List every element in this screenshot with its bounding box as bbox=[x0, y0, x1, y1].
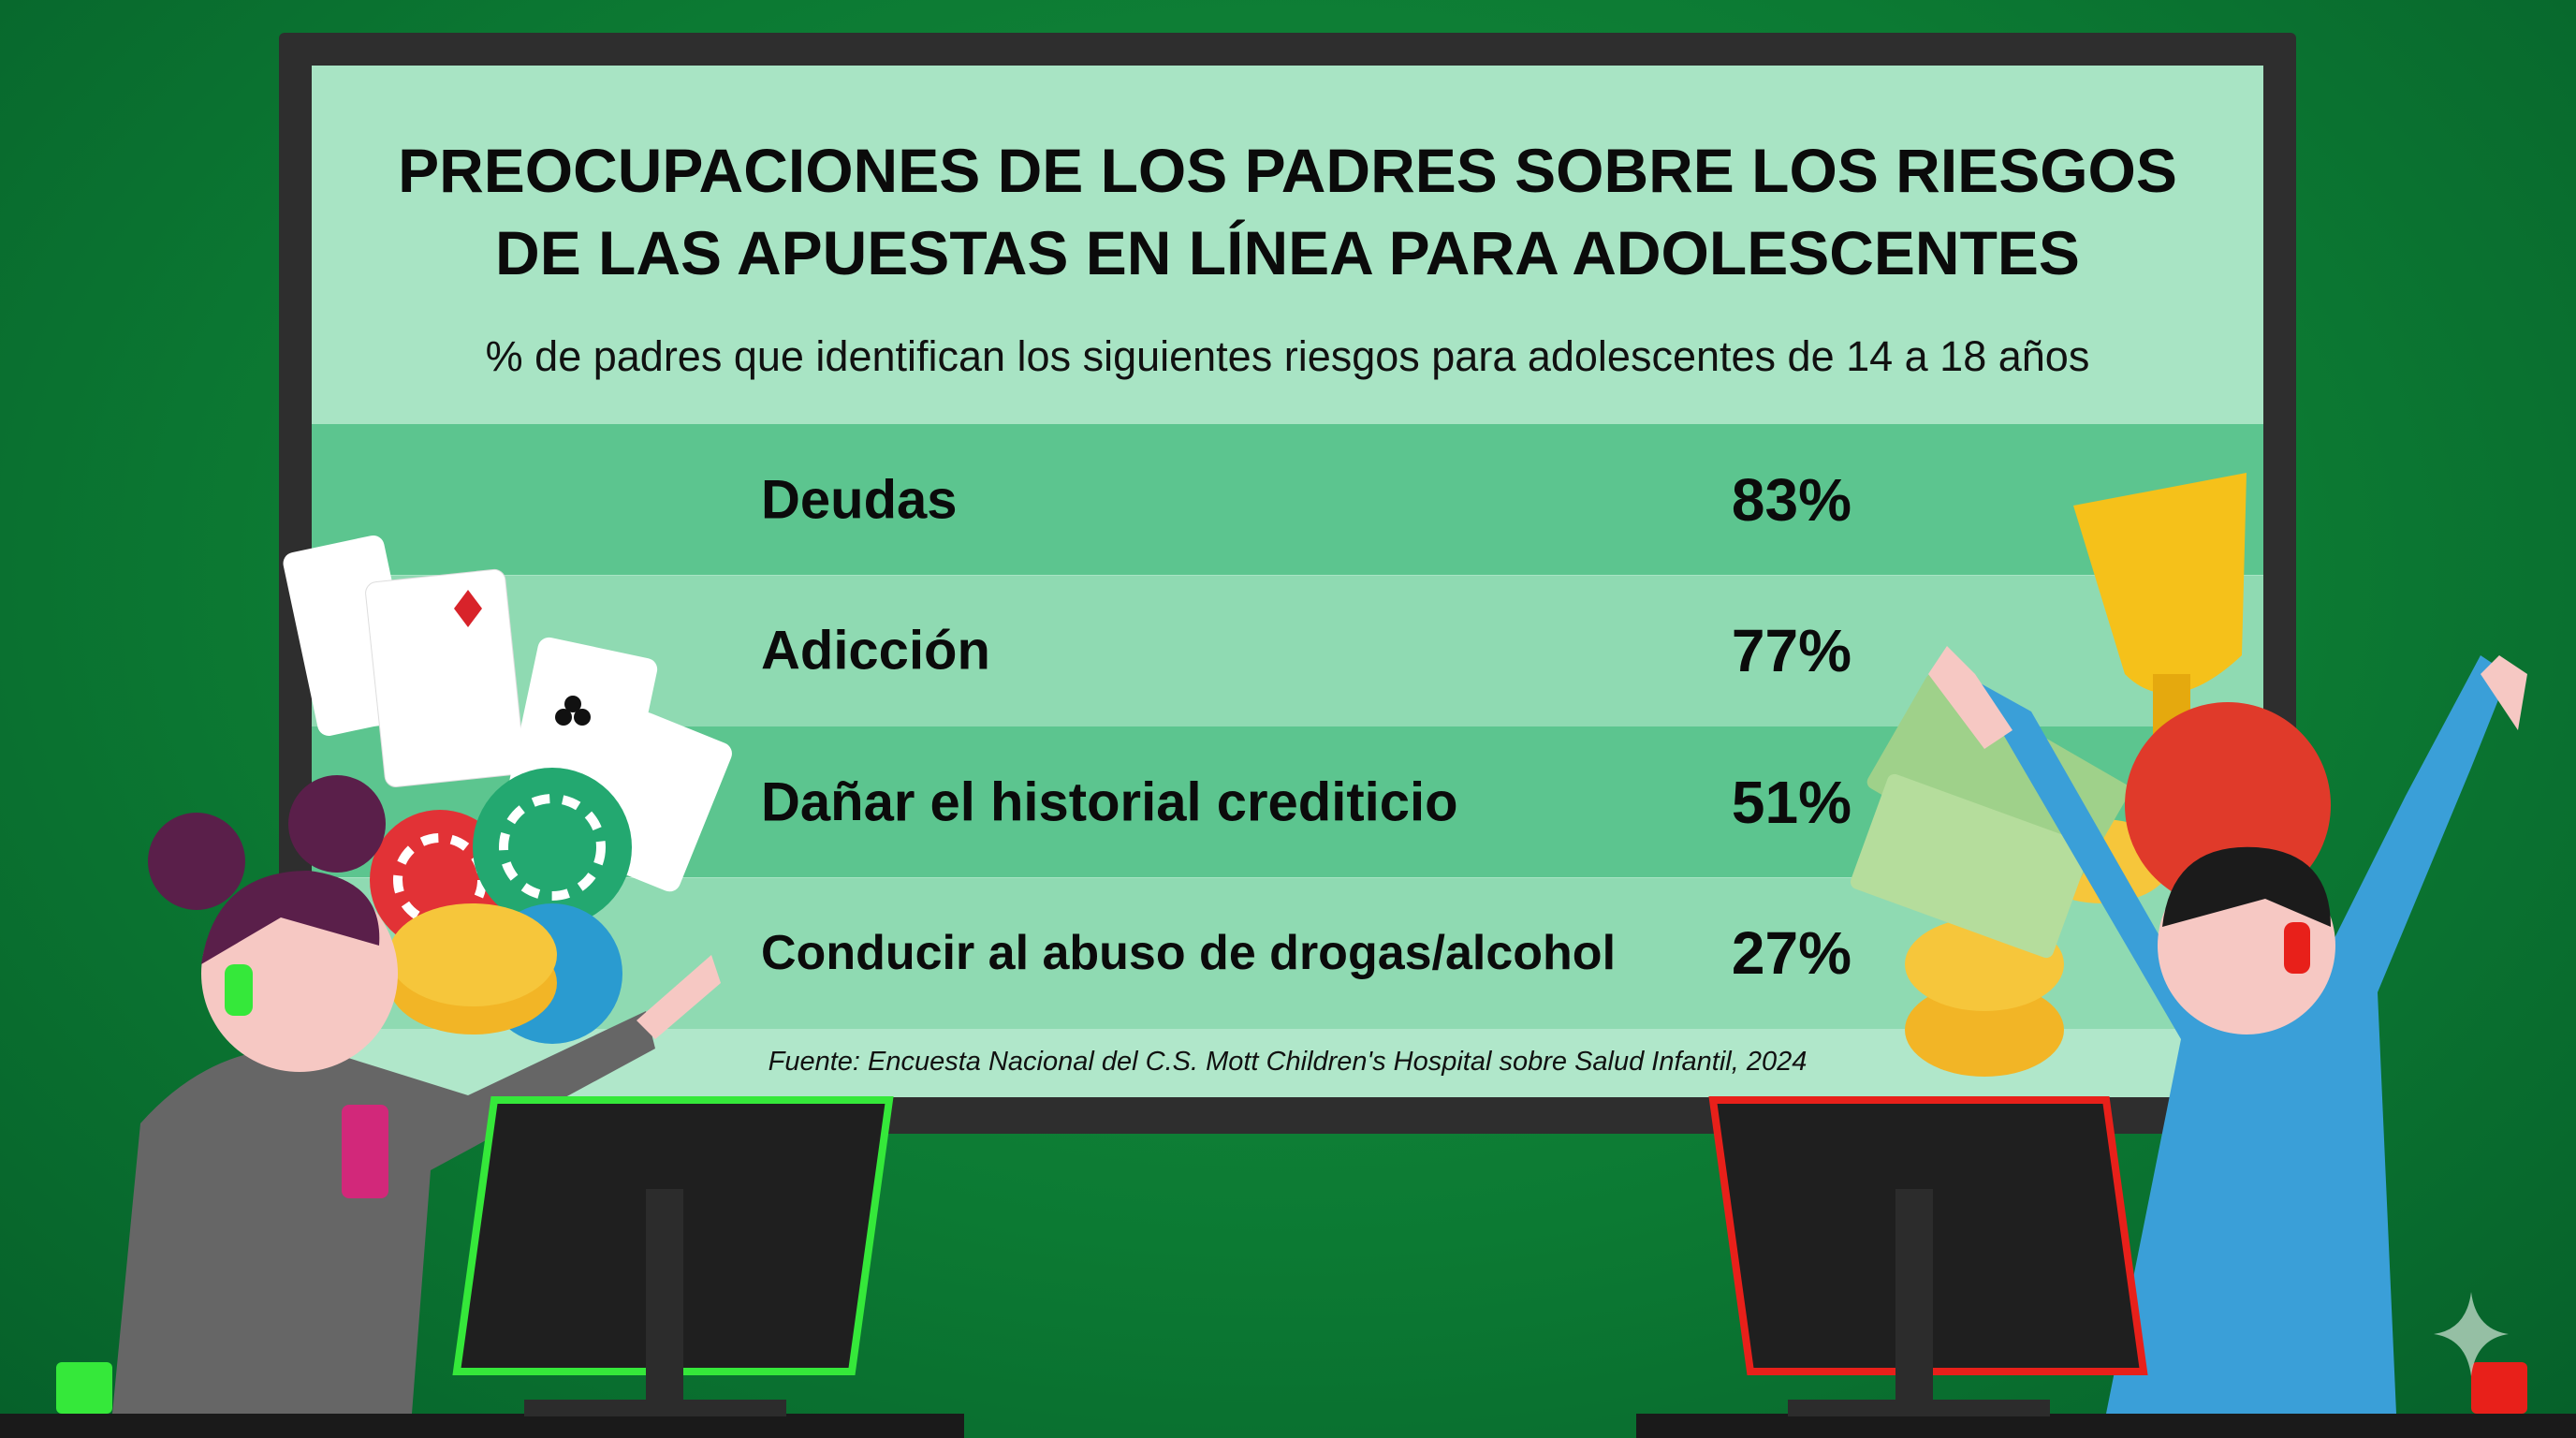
sparkle-icon bbox=[2434, 1292, 2509, 1376]
desk-right bbox=[1636, 1414, 2576, 1438]
risk-label: Adicción bbox=[761, 620, 990, 682]
risk-label: Deudas bbox=[761, 469, 958, 530]
money-bills-icon bbox=[1850, 673, 2130, 959]
chart-title: PREOCUPACIONES DE LOS PADRES SOBRE LOS R… bbox=[312, 129, 2263, 294]
table-row: Deudas 83% bbox=[312, 424, 2263, 575]
chart-subtitle: % de padres que identifican los siguient… bbox=[485, 332, 2090, 380]
title-line-2: DE LAS APUESTAS EN LÍNEA PARA ADOLESCENT… bbox=[495, 218, 2080, 287]
left-monitor bbox=[452, 1096, 894, 1416]
right-monitor bbox=[1708, 1096, 2148, 1416]
risk-percentage: 27% bbox=[1731, 919, 1852, 987]
header: PREOCUPACIONES DE LOS PADRES SOBRE LOS R… bbox=[312, 66, 2263, 424]
risk-percentage: 51% bbox=[1731, 768, 1852, 836]
title-line-1: PREOCUPACIONES DE LOS PADRES SOBRE LOS R… bbox=[398, 136, 2177, 205]
risk-percentage: 83% bbox=[1731, 465, 1852, 534]
desk-left bbox=[0, 1414, 964, 1438]
risk-label: Dañar el historial crediticio bbox=[761, 771, 1458, 832]
risk-label: Conducir al abuso de drogas/alcohol bbox=[761, 926, 1617, 980]
risk-percentage: 77% bbox=[1731, 617, 1852, 684]
boy-with-headset-cheering bbox=[1928, 646, 2527, 1414]
gold-coins-icon bbox=[388, 819, 2172, 1077]
source-note: Fuente: Encuesta Nacional del C.S. Mott … bbox=[768, 1047, 1808, 1077]
